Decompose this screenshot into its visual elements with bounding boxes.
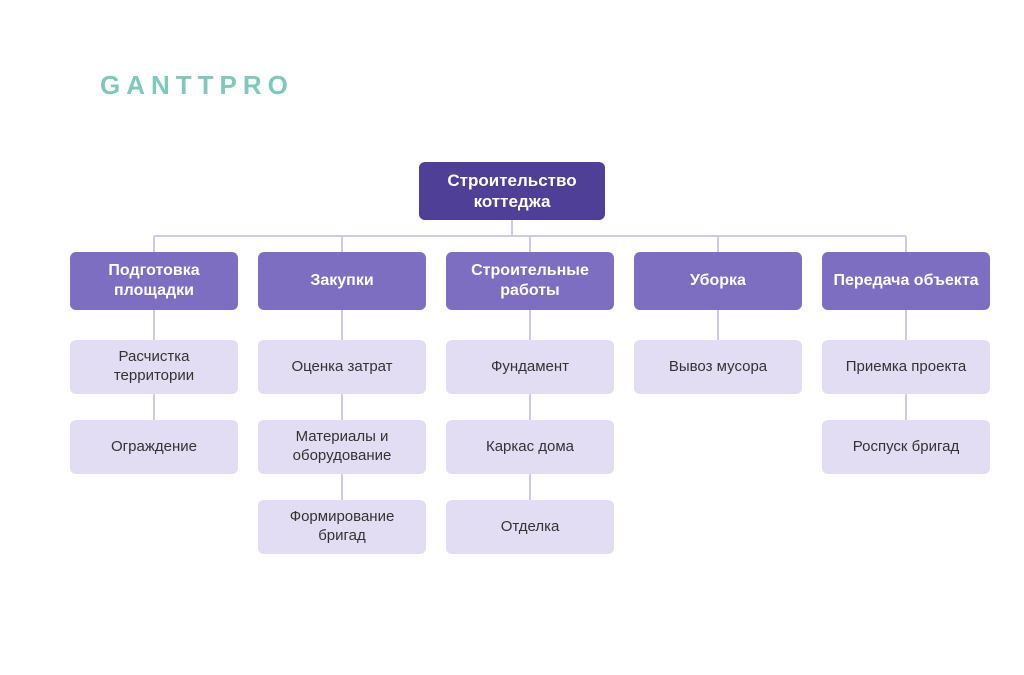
leaf-node: Каркас дома bbox=[446, 420, 614, 474]
diagram-canvas: GANTTPRO Строительство коттеджа Подготов… bbox=[0, 0, 1024, 675]
leaf-node: Расчистка территории bbox=[70, 340, 238, 394]
leaf-node: Приемка проекта bbox=[822, 340, 990, 394]
brand-logo: GANTTPRO bbox=[100, 70, 294, 101]
leaf-node: Оценка затрат bbox=[258, 340, 426, 394]
leaf-node: Формирование бригад bbox=[258, 500, 426, 554]
leaf-node: Вывоз мусора bbox=[634, 340, 802, 394]
branch-node: Передача объекта bbox=[822, 252, 990, 310]
leaf-node: Отделка bbox=[446, 500, 614, 554]
branch-node: Строительные работы bbox=[446, 252, 614, 310]
leaf-node: Ограждение bbox=[70, 420, 238, 474]
leaf-node: Материалы и оборудование bbox=[258, 420, 426, 474]
connector-lines bbox=[0, 0, 1024, 675]
branch-node: Уборка bbox=[634, 252, 802, 310]
branch-node: Закупки bbox=[258, 252, 426, 310]
branch-node: Подготовка площадки bbox=[70, 252, 238, 310]
leaf-node: Фундамент bbox=[446, 340, 614, 394]
root-node: Строительство коттеджа bbox=[419, 162, 605, 220]
leaf-node: Роспуск бригад bbox=[822, 420, 990, 474]
